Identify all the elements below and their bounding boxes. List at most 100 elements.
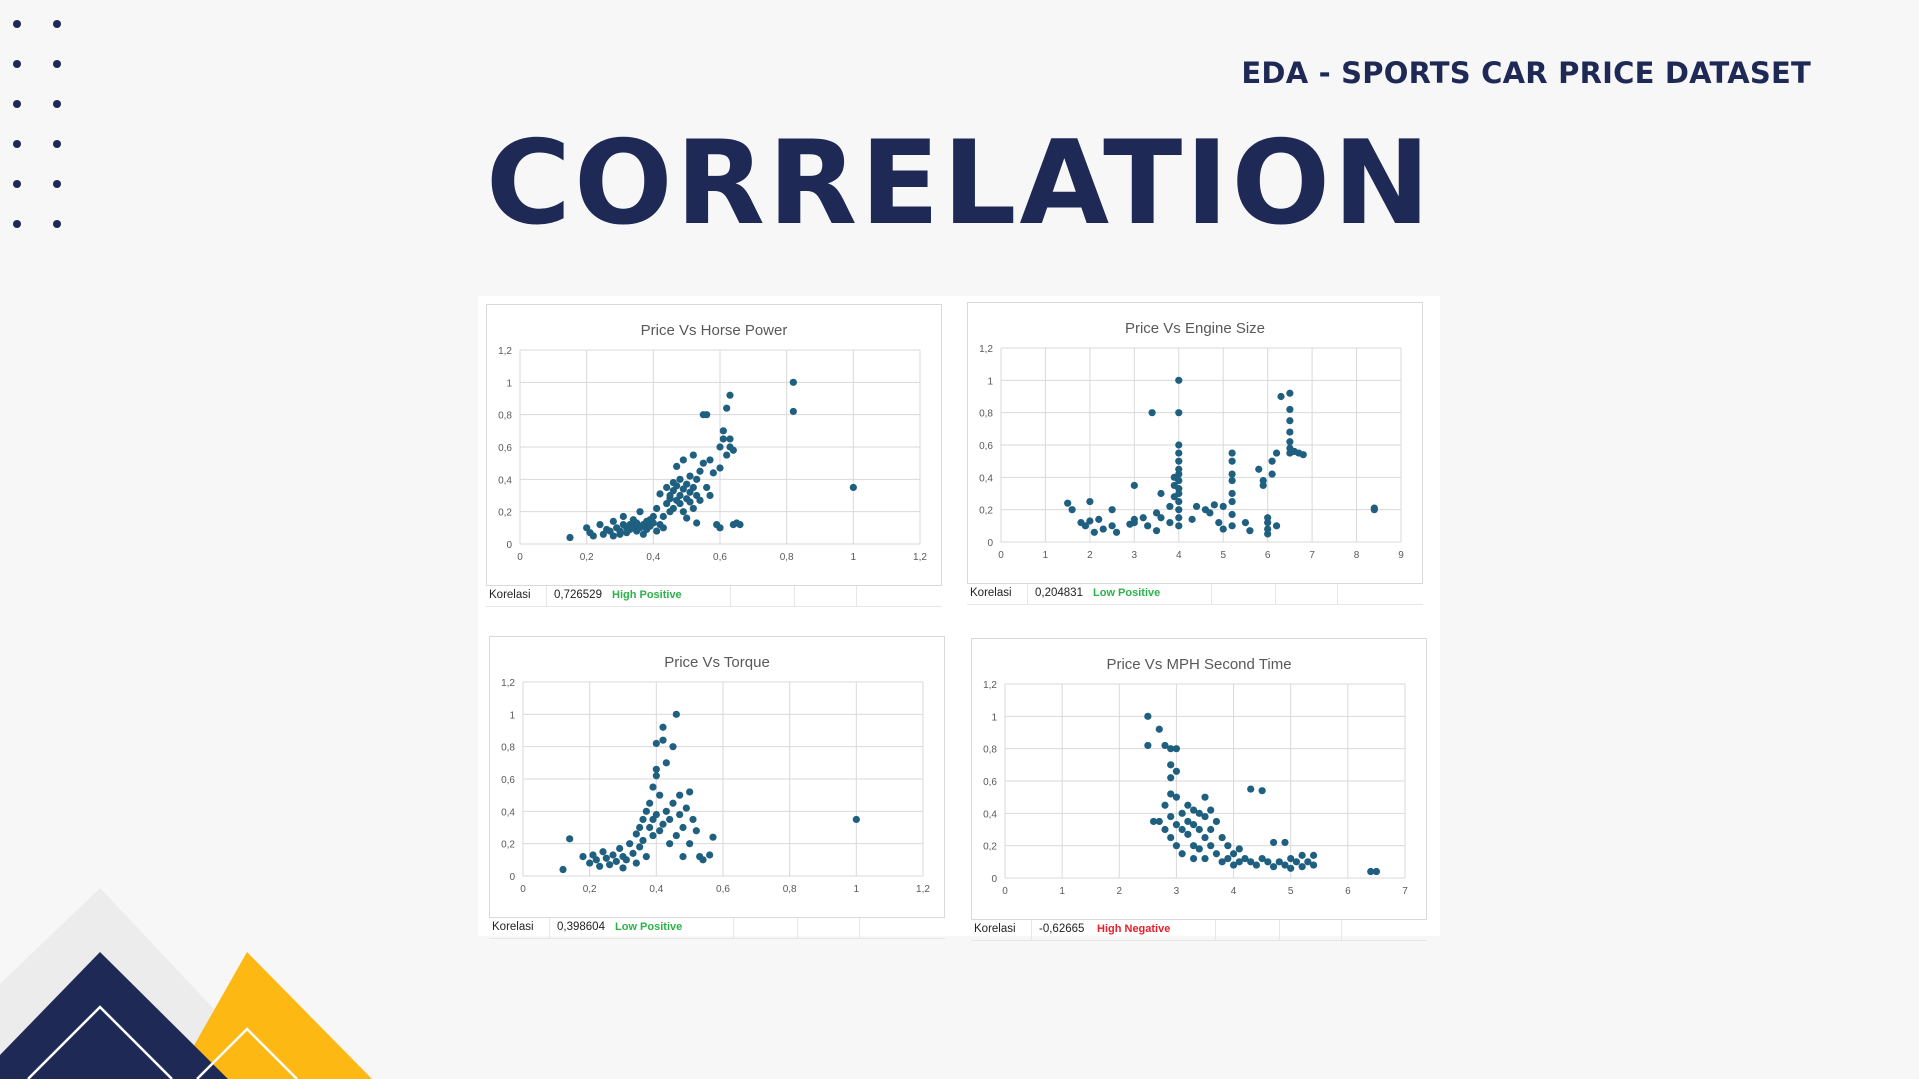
decorative-dot (13, 60, 21, 68)
x-tick-label: 1 (1059, 886, 1065, 897)
data-point (1175, 514, 1183, 522)
data-point (649, 831, 657, 840)
y-tick-label: 0,2 (501, 840, 515, 851)
data-point (1184, 830, 1192, 838)
chart-title: Price Vs Horse Power (640, 322, 788, 339)
x-tick-label: 2 (1117, 886, 1123, 897)
data-point (849, 483, 857, 492)
data-point (1228, 457, 1236, 465)
chart-title: Price Vs Engine Size (1124, 320, 1266, 337)
data-point (1219, 502, 1227, 511)
data-point (686, 788, 694, 796)
y-tick-label: 0,4 (979, 473, 993, 484)
data-point (1298, 863, 1306, 871)
data-point (659, 820, 667, 828)
data-point (566, 835, 574, 843)
data-point (636, 843, 644, 851)
data-point (1175, 506, 1183, 514)
decorative-dot (53, 60, 61, 68)
data-point (1161, 825, 1169, 834)
data-point (646, 799, 654, 807)
data-point (616, 530, 624, 538)
data-point (699, 459, 707, 467)
data-point (642, 807, 650, 815)
x-tick-label: 0,6 (716, 884, 730, 895)
data-point (1189, 842, 1198, 850)
y-tick-label: 0,6 (979, 441, 993, 452)
decorative-triangles (0, 888, 372, 1079)
data-point (1130, 481, 1138, 490)
data-point (1372, 867, 1381, 876)
data-point (1269, 863, 1278, 871)
correlation-value: -0,62665 (1039, 923, 1085, 935)
data-point (1224, 842, 1232, 850)
decorative-dot (53, 220, 61, 228)
data-point (1304, 858, 1312, 866)
chart-frame (967, 302, 1423, 584)
data-point (1175, 409, 1183, 417)
data-point (682, 804, 690, 812)
data-point (1108, 522, 1116, 530)
data-point (716, 464, 724, 472)
data-point (679, 456, 687, 464)
y-tick-label: 0,2 (498, 508, 512, 519)
data-point (1064, 499, 1072, 507)
data-point (1258, 855, 1266, 863)
data-point (676, 491, 684, 500)
x-tick-label: 3 (1174, 886, 1180, 897)
data-point (1166, 519, 1174, 527)
data-point (599, 848, 607, 856)
data-point (1215, 519, 1223, 527)
data-point (1218, 833, 1226, 842)
data-point (622, 856, 630, 864)
data-point (686, 472, 694, 480)
data-point (632, 830, 640, 838)
data-point (676, 475, 684, 483)
data-point (1178, 825, 1186, 834)
data-point (1218, 858, 1226, 866)
y-tick-label: 0,8 (501, 743, 515, 754)
x-tick-label: 0,4 (646, 552, 660, 563)
data-point (706, 491, 714, 500)
data-point (716, 524, 724, 532)
scatter-plot: 0 0,2 0,4 0,6 0,8 1 1,2 0 0,2 0,4 0,6 0,8 1 1,2 (498, 346, 927, 563)
x-tick-label: 1 (854, 884, 860, 895)
x-tick-label: 3 (1132, 550, 1138, 561)
y-tick-label: 0,2 (983, 842, 997, 853)
chart-frame (486, 304, 942, 586)
data-point (672, 710, 680, 718)
x-tick-label: 4 (1231, 886, 1237, 897)
data-point (636, 823, 644, 832)
x-tick-label: 0,8 (783, 884, 797, 895)
data-point (1155, 817, 1163, 826)
decorative-dot (13, 140, 21, 148)
data-point (1286, 428, 1294, 436)
data-point (1188, 515, 1196, 523)
data-point (679, 823, 687, 832)
decorative-dot (53, 100, 61, 108)
data-point (709, 469, 717, 477)
data-point (1178, 809, 1186, 817)
data-point (692, 827, 700, 835)
x-tick-label: 4 (1176, 550, 1182, 561)
data-point (1287, 864, 1295, 872)
data-point (789, 378, 797, 386)
data-point (1264, 858, 1272, 866)
data-point (653, 527, 661, 535)
data-point (723, 404, 731, 412)
data-point (1184, 801, 1192, 809)
data-point (1370, 506, 1378, 514)
data-point (609, 851, 617, 859)
data-point (1172, 745, 1181, 753)
data-point (626, 840, 634, 848)
charts-panel: Price Vs Horse Power 0 0,2 0,4 0,6 0,8 1 1,2 0 0… (478, 296, 1440, 941)
data-point (683, 514, 691, 522)
data-point (656, 791, 664, 799)
data-point (666, 815, 674, 824)
data-point (669, 799, 677, 807)
data-point (659, 524, 667, 532)
data-point (652, 765, 660, 773)
data-point (703, 411, 711, 419)
data-point (1130, 519, 1138, 527)
data-point (689, 451, 697, 459)
